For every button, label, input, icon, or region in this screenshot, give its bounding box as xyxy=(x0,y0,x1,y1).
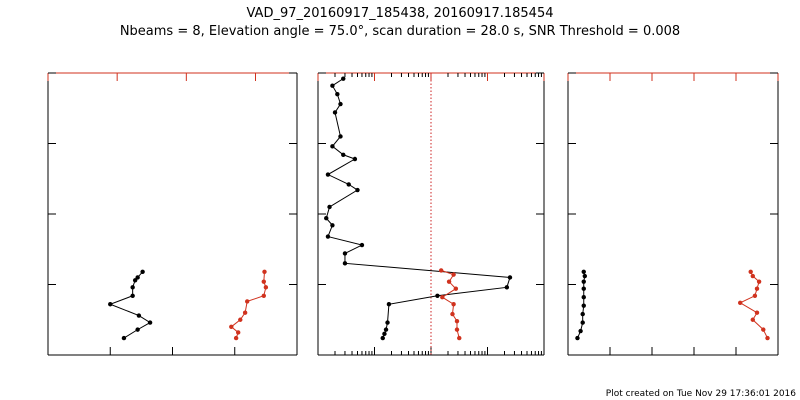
residual-series-red-point xyxy=(750,273,755,279)
residual-panel xyxy=(567,72,779,356)
snr-series-black-line xyxy=(325,78,511,339)
snr-series-black-point xyxy=(386,302,392,307)
snr-series-black-point xyxy=(335,91,340,97)
snr-series-red-point xyxy=(446,279,452,284)
wind-series-red-point xyxy=(262,269,267,275)
snr-series-black-point xyxy=(330,83,335,88)
residual-series-red-line xyxy=(739,271,768,339)
wind-series-red-point xyxy=(229,324,234,329)
residual-series-black-point xyxy=(581,279,586,284)
snr-series-black-point xyxy=(325,234,331,239)
wind-series-black-point xyxy=(135,327,140,332)
snr-series-black-point xyxy=(359,242,365,248)
wind-series-black-point xyxy=(135,275,140,280)
residual-series-black-point xyxy=(580,320,585,325)
snr-series-black-point xyxy=(330,223,335,228)
snr-series-red-point xyxy=(457,335,462,341)
wind-panel xyxy=(47,72,298,356)
wind-series-red-point xyxy=(261,279,266,284)
snr-series-black-point xyxy=(346,182,351,187)
snr-series-black-point xyxy=(352,156,358,162)
wind-series-black-point xyxy=(130,293,135,298)
residual-series-red-point xyxy=(754,310,760,315)
snr-series-black-point xyxy=(385,320,390,325)
panels xyxy=(47,72,779,356)
snr-series-red-point xyxy=(450,311,455,317)
residual-series-black-point xyxy=(581,286,586,291)
residual-series-red-point xyxy=(754,286,760,291)
snr-series-black-point xyxy=(341,76,346,81)
residual-series-red-point xyxy=(748,269,753,275)
residual-series-red-point xyxy=(761,327,766,332)
wind-series-black-point xyxy=(140,269,145,275)
snr-series-black-point xyxy=(338,101,343,107)
snr-series-red-point xyxy=(438,268,444,273)
residual-series-black-point xyxy=(575,335,580,341)
snr-series-black-point xyxy=(332,110,338,115)
snr-series-black-point xyxy=(324,216,329,221)
snr-series-black-point xyxy=(435,293,440,298)
residual-series-black-point xyxy=(581,294,586,300)
snr-series-black-point xyxy=(325,172,331,177)
residual-series-black-point xyxy=(581,303,586,308)
snr-series-black-point xyxy=(327,204,332,210)
wind-series-black-point xyxy=(121,335,127,341)
residual-series-red-point xyxy=(752,293,758,298)
residual-series-red-point xyxy=(756,279,762,284)
wind-series-black-point xyxy=(136,313,142,318)
snr-series-red-point xyxy=(451,272,456,277)
residual-series-black-point xyxy=(578,328,583,334)
creation-timestamp: Plot created on Tue Nov 29 17:36:01 2016 xyxy=(606,389,796,399)
snr-series-black-point xyxy=(507,275,513,280)
wind-series-red-point xyxy=(245,299,250,304)
snr-series-red-point xyxy=(453,286,459,291)
residual-series-red-point xyxy=(738,300,743,306)
snr-series-black-point xyxy=(383,327,389,332)
wind-series-red-point xyxy=(233,335,239,341)
wind-series-red-point xyxy=(242,310,248,315)
residual-series-black-line xyxy=(576,271,586,339)
residual-series-red-point xyxy=(765,335,770,341)
wind-series-black-line xyxy=(108,271,152,339)
snr-series-black-point xyxy=(355,187,360,193)
snr-series-black-point xyxy=(342,261,348,266)
snr-series-black-point xyxy=(338,134,343,139)
snr-series-red-point xyxy=(454,318,460,324)
figure-title: VAD_97_20160917_185438, 20160917.185454 xyxy=(247,6,554,21)
wind-series-black-point xyxy=(132,278,138,283)
residual-series-black-point xyxy=(581,269,586,275)
snr-series-red-point xyxy=(454,327,460,332)
snr-panel xyxy=(317,72,545,356)
snr-series-black-point xyxy=(382,331,387,337)
wind-series-black-point xyxy=(108,302,113,307)
residual-series-red-point xyxy=(750,317,755,322)
wind-series-black-point xyxy=(130,285,135,290)
figure-subtitle: Nbeams = 8, Elevation angle = 75.0°, sca… xyxy=(120,24,680,39)
residual-series-black-point xyxy=(582,273,587,279)
snr-series-red-point xyxy=(451,302,456,307)
snr-series-black-point xyxy=(341,152,346,157)
snr-series-black-point xyxy=(342,251,348,256)
snr-series-red-line xyxy=(441,269,460,339)
snr-series-black-point xyxy=(380,335,385,341)
snr-series-black-point xyxy=(330,144,335,149)
snr-series-black-point xyxy=(504,285,510,290)
wind-series-red-point xyxy=(238,317,243,322)
snr-series-red-point xyxy=(440,294,445,300)
wind-series-red-point xyxy=(263,285,269,290)
wind-series-black-point xyxy=(147,320,153,325)
wind-series-red-point xyxy=(261,293,266,298)
wind-series-red-point xyxy=(236,330,241,335)
wind-series-red-line xyxy=(230,271,267,339)
residual-series-black-point xyxy=(580,311,585,317)
